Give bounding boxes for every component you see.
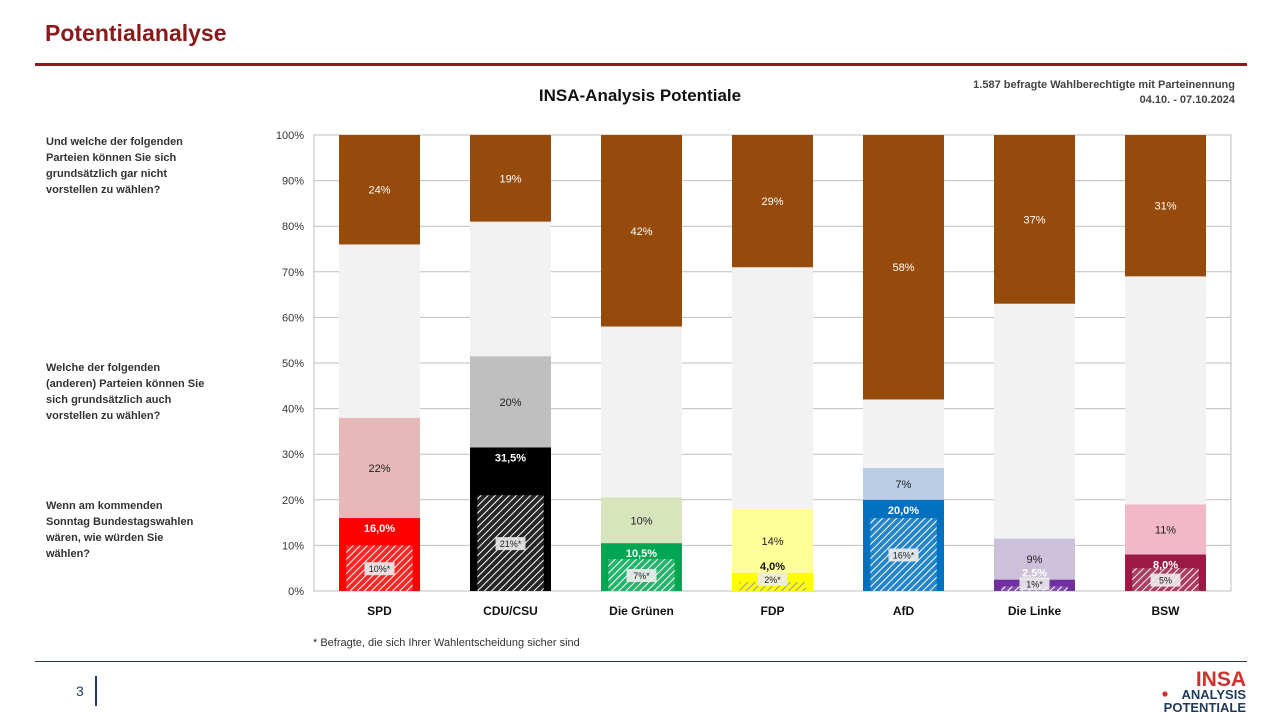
certain-label-badge — [364, 562, 395, 576]
logo-potentiale: POTENTIALE — [1164, 700, 1247, 715]
insa-logo: INSA ANALYSIS POTENTIALE — [1162, 668, 1247, 715]
x-tick-label: Die Grünen — [609, 604, 674, 618]
certain-label: 7%* — [633, 571, 650, 581]
potential-label: 20% — [499, 397, 521, 409]
vote-label: 31,5% — [495, 452, 526, 464]
certain-label: 10%* — [369, 564, 391, 574]
logo-dot — [1162, 691, 1168, 697]
page-number: 3 — [76, 683, 84, 699]
vote-label: 10,5% — [626, 548, 657, 560]
bar-potential — [601, 497, 682, 544]
y-tick-label: 50% — [282, 358, 304, 370]
certain-label-badge — [495, 537, 526, 551]
bar-potential — [994, 538, 1075, 580]
chart-title: INSA-Analysis Potentiale — [538, 86, 742, 105]
bar-gap — [470, 221, 551, 357]
bar-gap — [994, 303, 1075, 539]
y-tick-label: 30% — [282, 449, 304, 461]
vote-label: 16,0% — [364, 523, 395, 535]
bar-potential — [732, 508, 813, 573]
x-tick-label: BSW — [1152, 604, 1181, 618]
not-imaginable-label: 31% — [1154, 201, 1176, 213]
vote-label: 2,5% — [1022, 568, 1047, 580]
x-tick-label: CDU/CSU — [483, 604, 538, 618]
y-tick-label: 40% — [282, 404, 304, 416]
title-divider — [35, 63, 1247, 66]
bar-potential — [339, 417, 420, 519]
y-tick-label: 20% — [282, 495, 304, 507]
y-tick-label: 80% — [282, 221, 304, 233]
survey-date: 04.10. - 07.10.2024 — [1139, 94, 1235, 106]
certain-label: 1%* — [1026, 579, 1043, 589]
x-tick-label: FDP — [761, 604, 785, 618]
bar-gap — [601, 326, 682, 498]
certain-label: 5% — [1159, 576, 1172, 586]
bar-not-imaginable — [601, 135, 682, 327]
bar-potential — [863, 467, 944, 500]
bar-not-imaginable — [732, 135, 813, 268]
not-imaginable-label: 24% — [368, 185, 390, 197]
bar-not-imaginable — [339, 135, 420, 245]
bar-certain-hatch — [739, 581, 806, 591]
vote-label: 4,0% — [760, 561, 785, 573]
potential-label: 11% — [1155, 524, 1176, 536]
bar-potential — [1125, 504, 1206, 555]
footnote: * Befragte, die sich Ihrer Wahlentscheid… — [313, 637, 580, 649]
potential-label: 7% — [896, 479, 912, 491]
y-tick-label: 0% — [288, 586, 304, 598]
page-number-bar — [95, 676, 97, 706]
potential-label: 10% — [630, 515, 652, 527]
vote-label: 20,0% — [888, 505, 919, 517]
x-tick-label: AfD — [893, 604, 915, 618]
not-imaginable-label: 19% — [499, 173, 521, 185]
page-title: Potentialanalyse — [45, 20, 227, 46]
x-tick-label: SPD — [367, 604, 392, 618]
potential-label: 22% — [368, 463, 390, 475]
bar-not-imaginable — [994, 135, 1075, 304]
bar-gap — [1125, 276, 1206, 505]
y-tick-label: 100% — [276, 130, 304, 142]
bar-gap — [732, 267, 813, 509]
bar-potential — [470, 356, 551, 448]
logo-insa: INSA — [1196, 668, 1246, 691]
not-imaginable-label: 37% — [1023, 214, 1045, 226]
y-tick-label: 60% — [282, 312, 304, 324]
y-tick-label: 10% — [282, 540, 304, 552]
vote-label: 8,0% — [1153, 560, 1178, 572]
bar-gap — [339, 244, 420, 418]
footer-divider — [35, 661, 1247, 662]
question-not-imaginable: Und welche der folgenden Parteien können… — [46, 136, 183, 196]
not-imaginable-label: 29% — [761, 196, 783, 208]
certain-label-badge — [1019, 577, 1050, 591]
bar-not-imaginable — [470, 135, 551, 222]
certain-label-badge — [757, 572, 788, 586]
survey-sample: 1.587 befragte Wahlberechtigte mit Parte… — [973, 79, 1235, 91]
certain-label-badge — [1150, 573, 1181, 587]
y-tick-label: 70% — [282, 267, 304, 279]
bar-gap — [863, 399, 944, 468]
certain-label: 21%* — [500, 539, 522, 549]
logo-analysis: ANALYSIS — [1181, 687, 1246, 702]
question-vote: Wenn am kommenden Sonntag Bundestagswahl… — [46, 500, 194, 560]
potential-label: 9% — [1027, 554, 1043, 566]
certain-label-badge — [626, 569, 657, 583]
potential-label: 14% — [761, 536, 783, 548]
not-imaginable-label: 42% — [630, 226, 652, 238]
bar-not-imaginable — [863, 135, 944, 400]
bar-not-imaginable — [1125, 135, 1206, 277]
y-tick-label: 90% — [282, 176, 304, 188]
survey-meta: 1.587 befragte Wahlberechtigte mit Parte… — [973, 78, 1235, 108]
x-tick-label: Die Linke — [1008, 604, 1062, 618]
certain-label: 2%* — [764, 575, 781, 585]
not-imaginable-label: 58% — [892, 262, 914, 274]
certain-label: 16%* — [893, 551, 915, 561]
question-potential: Welche der folgenden (anderen) Parteien … — [46, 362, 205, 422]
certain-label-badge — [888, 548, 919, 562]
